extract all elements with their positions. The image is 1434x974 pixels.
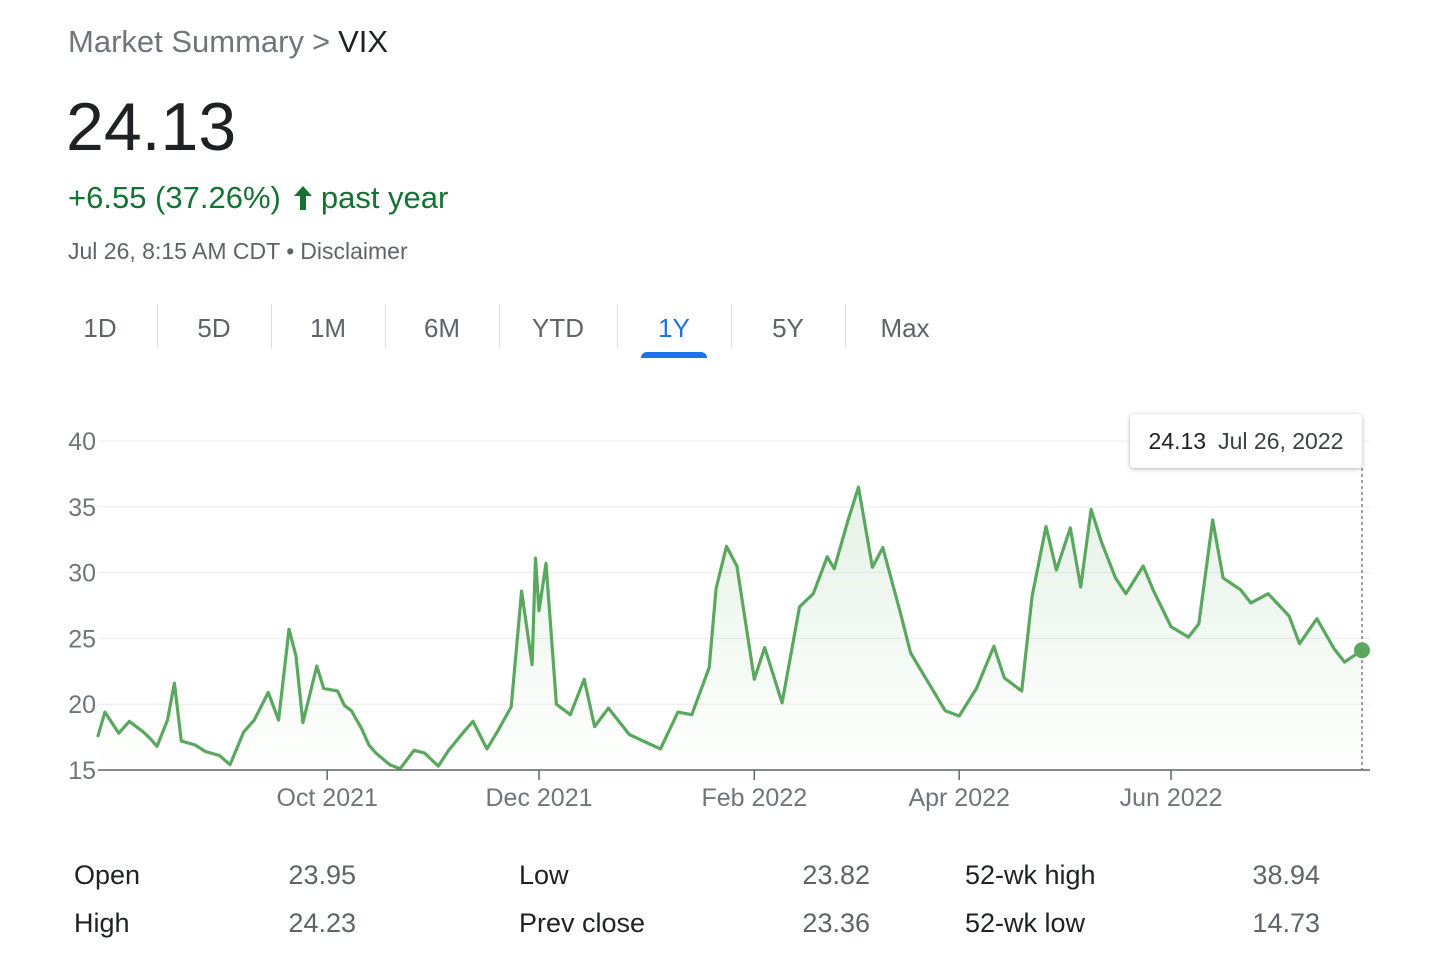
- series-area: [98, 487, 1362, 770]
- stat-label-prev-close: Prev close: [519, 908, 646, 938]
- tab-1d[interactable]: 1D: [44, 296, 156, 360]
- x-tick-label: Feb 2022: [701, 784, 807, 812]
- tab-divider: [845, 304, 846, 348]
- breadcrumb-parent-link[interactable]: Market Summary: [68, 24, 304, 59]
- y-tick-label: 40: [68, 428, 96, 456]
- stat-label-open: Open: [74, 860, 141, 890]
- tab-label: 5Y: [772, 312, 804, 343]
- tooltip-date: Jul 26, 2022: [1218, 427, 1344, 454]
- breadcrumb: Market Summary > VIX: [68, 24, 388, 60]
- timestamp: Jul 26, 8:15 AM CDT: [68, 238, 281, 264]
- meta-separator: •: [286, 238, 295, 264]
- tab-label: YTD: [532, 312, 584, 343]
- tab-1y[interactable]: 1Y: [618, 296, 730, 360]
- x-tick-label: Dec 2021: [485, 784, 592, 812]
- current-price: 24.13: [66, 89, 237, 165]
- tab-label: Max: [880, 312, 930, 343]
- stat-value-open: 23.95: [288, 860, 356, 890]
- y-tick-label: 25: [68, 625, 96, 653]
- tab-divider: [499, 304, 500, 348]
- tab-label: 6M: [423, 312, 461, 343]
- disclaimer-link[interactable]: Disclaimer: [300, 238, 408, 264]
- stat-value-52wk-low: 14.73: [1252, 908, 1320, 938]
- tab-divider: [271, 304, 272, 348]
- tab-divider: [731, 304, 732, 348]
- x-tick-label: Apr 2022: [908, 784, 1009, 812]
- x-tick-label: Jun 2022: [1120, 784, 1223, 812]
- y-tick-label: 30: [68, 560, 96, 588]
- tab-ytd[interactable]: YTD: [500, 296, 616, 360]
- tab-1m[interactable]: 1M: [272, 296, 384, 360]
- tooltip-value: 24.13: [1148, 427, 1207, 454]
- stat-label-high: High: [74, 908, 130, 938]
- tab-5y[interactable]: 5Y: [732, 296, 844, 360]
- tab-6m[interactable]: 6M: [386, 296, 498, 360]
- change-value: +6.55 (37.26%): [68, 180, 281, 215]
- breadcrumb-current: VIX: [338, 24, 389, 59]
- chart-tooltip: 24.13 Jul 26, 2022: [1130, 414, 1362, 468]
- stat-value-prev-close: 23.36: [802, 908, 870, 938]
- active-tab-indicator: [641, 352, 707, 358]
- tab-label: 1D: [83, 312, 117, 343]
- arrow-up-icon: [293, 186, 312, 210]
- stat-label-52wk-high: 52-wk high: [965, 860, 1096, 890]
- stat-value-high: 24.23: [288, 908, 356, 938]
- y-tick-label: 15: [68, 757, 96, 785]
- breadcrumb-separator: >: [311, 24, 331, 59]
- key-stats: Open 23.95 High 24.23 Low 23.82 Prev clo…: [0, 854, 1434, 964]
- tab-divider: [157, 304, 158, 348]
- tab-label: 1Y: [658, 312, 690, 343]
- hover-point-marker: [1354, 642, 1370, 659]
- tab-divider: [617, 304, 618, 348]
- y-tick-label: 35: [68, 494, 96, 522]
- tab-max[interactable]: Max: [846, 296, 964, 360]
- series-line: [96, 485, 1364, 771]
- tab-divider: [385, 304, 386, 348]
- price-change: +6.55 (37.26%) past year: [68, 180, 448, 216]
- price-meta: Jul 26, 8:15 AM CDT • Disclaimer: [68, 238, 408, 265]
- tab-5d[interactable]: 5D: [158, 296, 270, 360]
- tab-label: 5D: [197, 312, 231, 343]
- stat-value-52wk-high: 38.94: [1252, 860, 1320, 890]
- stat-label-52wk-low: 52-wk low: [965, 908, 1086, 938]
- stat-value-low: 23.82: [802, 860, 870, 890]
- tab-label: 1M: [309, 312, 347, 343]
- change-period: past year: [320, 180, 449, 215]
- stat-label-low: Low: [519, 860, 569, 890]
- y-tick-label: 20: [68, 691, 96, 719]
- x-tick-label: Oct 2021: [276, 784, 377, 812]
